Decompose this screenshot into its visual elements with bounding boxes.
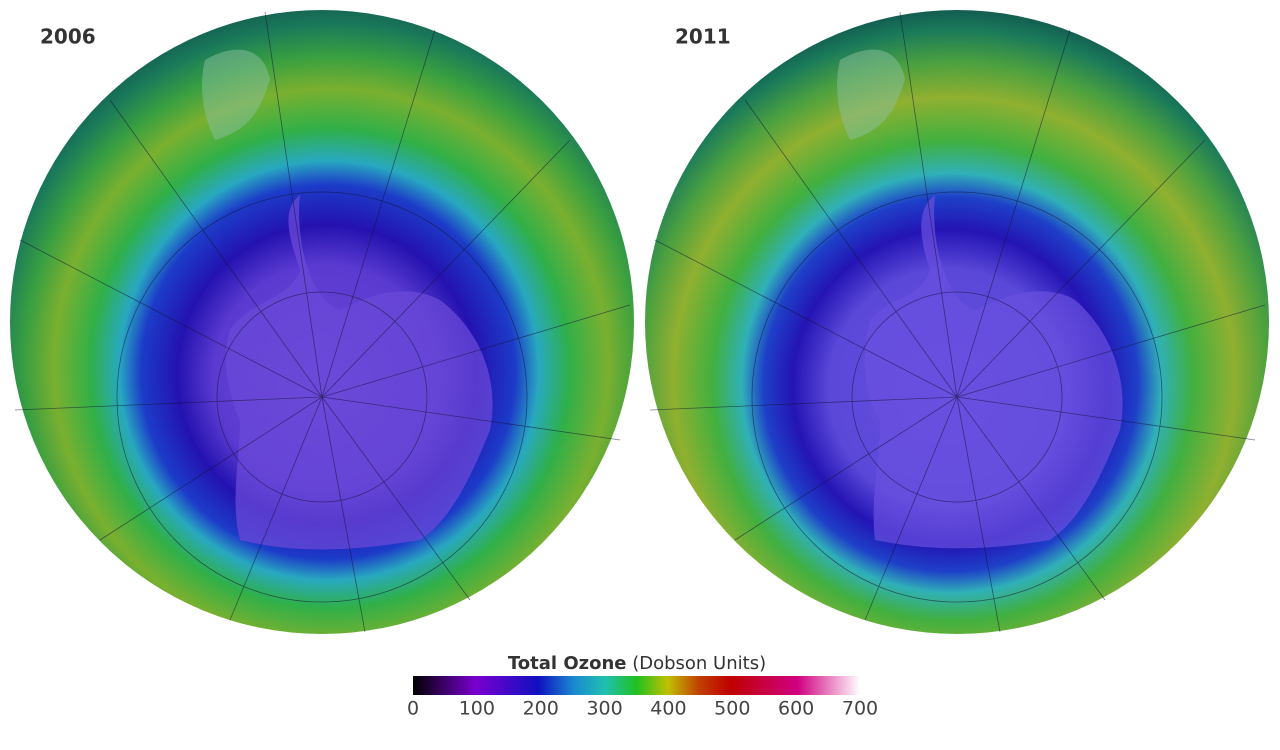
legend-tick-label: 600 — [778, 698, 814, 720]
legend-tick-label: 0 — [407, 698, 419, 720]
year-label: 2006 — [40, 25, 96, 49]
legend-tick-label: 700 — [842, 698, 878, 720]
legend-title: Total Ozone (Dobson Units) — [508, 653, 766, 674]
legend-tick-label: 100 — [459, 698, 495, 720]
legend-tick-label: 400 — [650, 698, 686, 720]
color-legend: Total Ozone (Dobson Units) 0 100 200 300 400… — [407, 653, 878, 720]
color-bar — [413, 676, 860, 695]
legend-tick-label: 200 — [523, 698, 559, 720]
legend-tick-label: 300 — [586, 698, 622, 720]
legend-unit: (Dobson Units) — [632, 653, 766, 674]
globe-2011: 2011 — [645, 10, 1269, 634]
legend-title-main: Total Ozone — [508, 653, 627, 674]
globe-2006: 2006 — [10, 10, 634, 634]
year-label: 2011 — [675, 25, 731, 49]
legend-tick-label: 500 — [714, 698, 750, 720]
